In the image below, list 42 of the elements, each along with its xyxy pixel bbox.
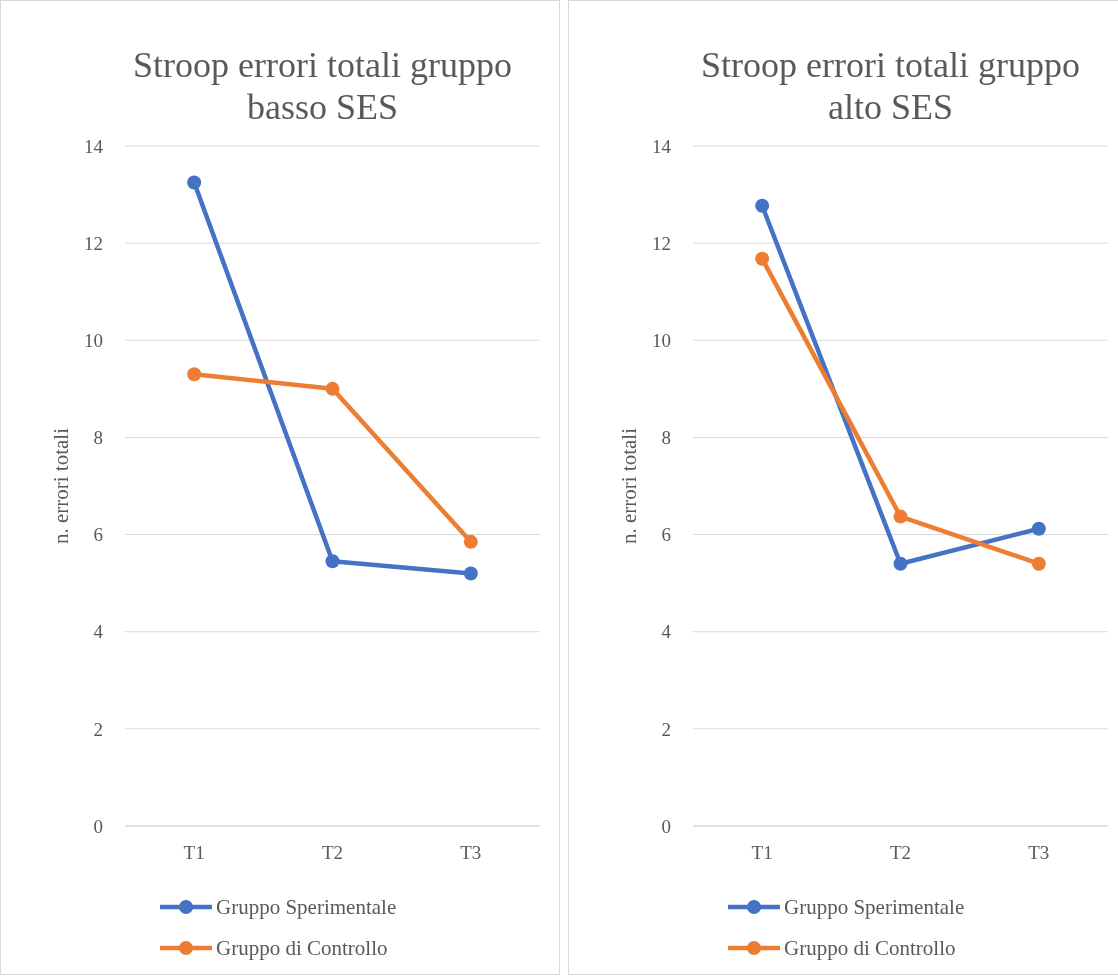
y-axis-title: n. errori totali: [49, 427, 73, 545]
point: [1031, 521, 1046, 536]
point: [1031, 556, 1046, 571]
y-tick-label: 14: [84, 135, 104, 157]
y-tick-label: 4: [93, 621, 104, 643]
x-tick-label: T2: [321, 842, 344, 863]
y-tick-label: 0: [661, 815, 671, 837]
legend-label: Gruppo Sperimentale: [784, 895, 965, 920]
y-tick-label: 0: [93, 815, 103, 837]
point: [755, 251, 770, 266]
point: [325, 381, 340, 396]
point: [187, 367, 202, 382]
point: [325, 554, 340, 569]
x-tick-label: T3: [1028, 842, 1050, 863]
y-tick-label: 12: [652, 232, 671, 254]
chart-title: Stroop errori totali gruppo basso SES: [133, 45, 512, 127]
point: [463, 534, 478, 549]
y-tick-label: 10: [652, 329, 671, 351]
y-tick-label: 2: [661, 718, 671, 740]
y-tick-label: 2: [93, 718, 103, 740]
point: [893, 509, 908, 524]
point: [893, 556, 908, 571]
legend-label: Gruppo Sperimentale: [216, 895, 397, 920]
y-tick-label: 10: [84, 329, 103, 351]
y-tick-label: 8: [93, 427, 103, 449]
chart-title: Stroop errori totali gruppo alto SES: [701, 45, 1080, 127]
x-tick-label: T1: [751, 842, 773, 863]
point: [463, 566, 478, 581]
point: [755, 198, 770, 213]
y-axis-title: n. errori totali: [617, 427, 641, 545]
y-tick-label: 6: [93, 524, 103, 546]
legend-label: Gruppo di Controllo: [784, 936, 956, 961]
x-tick-label: T2: [889, 842, 912, 863]
y-tick-label: 6: [661, 524, 671, 546]
x-tick-label: T3: [460, 842, 482, 863]
x-tick-label: T1: [183, 842, 205, 863]
y-tick-label: 14: [652, 135, 672, 157]
y-tick-label: 8: [661, 427, 671, 449]
legend-label: Gruppo di Controllo: [216, 936, 388, 961]
y-tick-label: 12: [84, 232, 103, 254]
point: [187, 175, 202, 190]
y-tick-label: 4: [661, 621, 672, 643]
